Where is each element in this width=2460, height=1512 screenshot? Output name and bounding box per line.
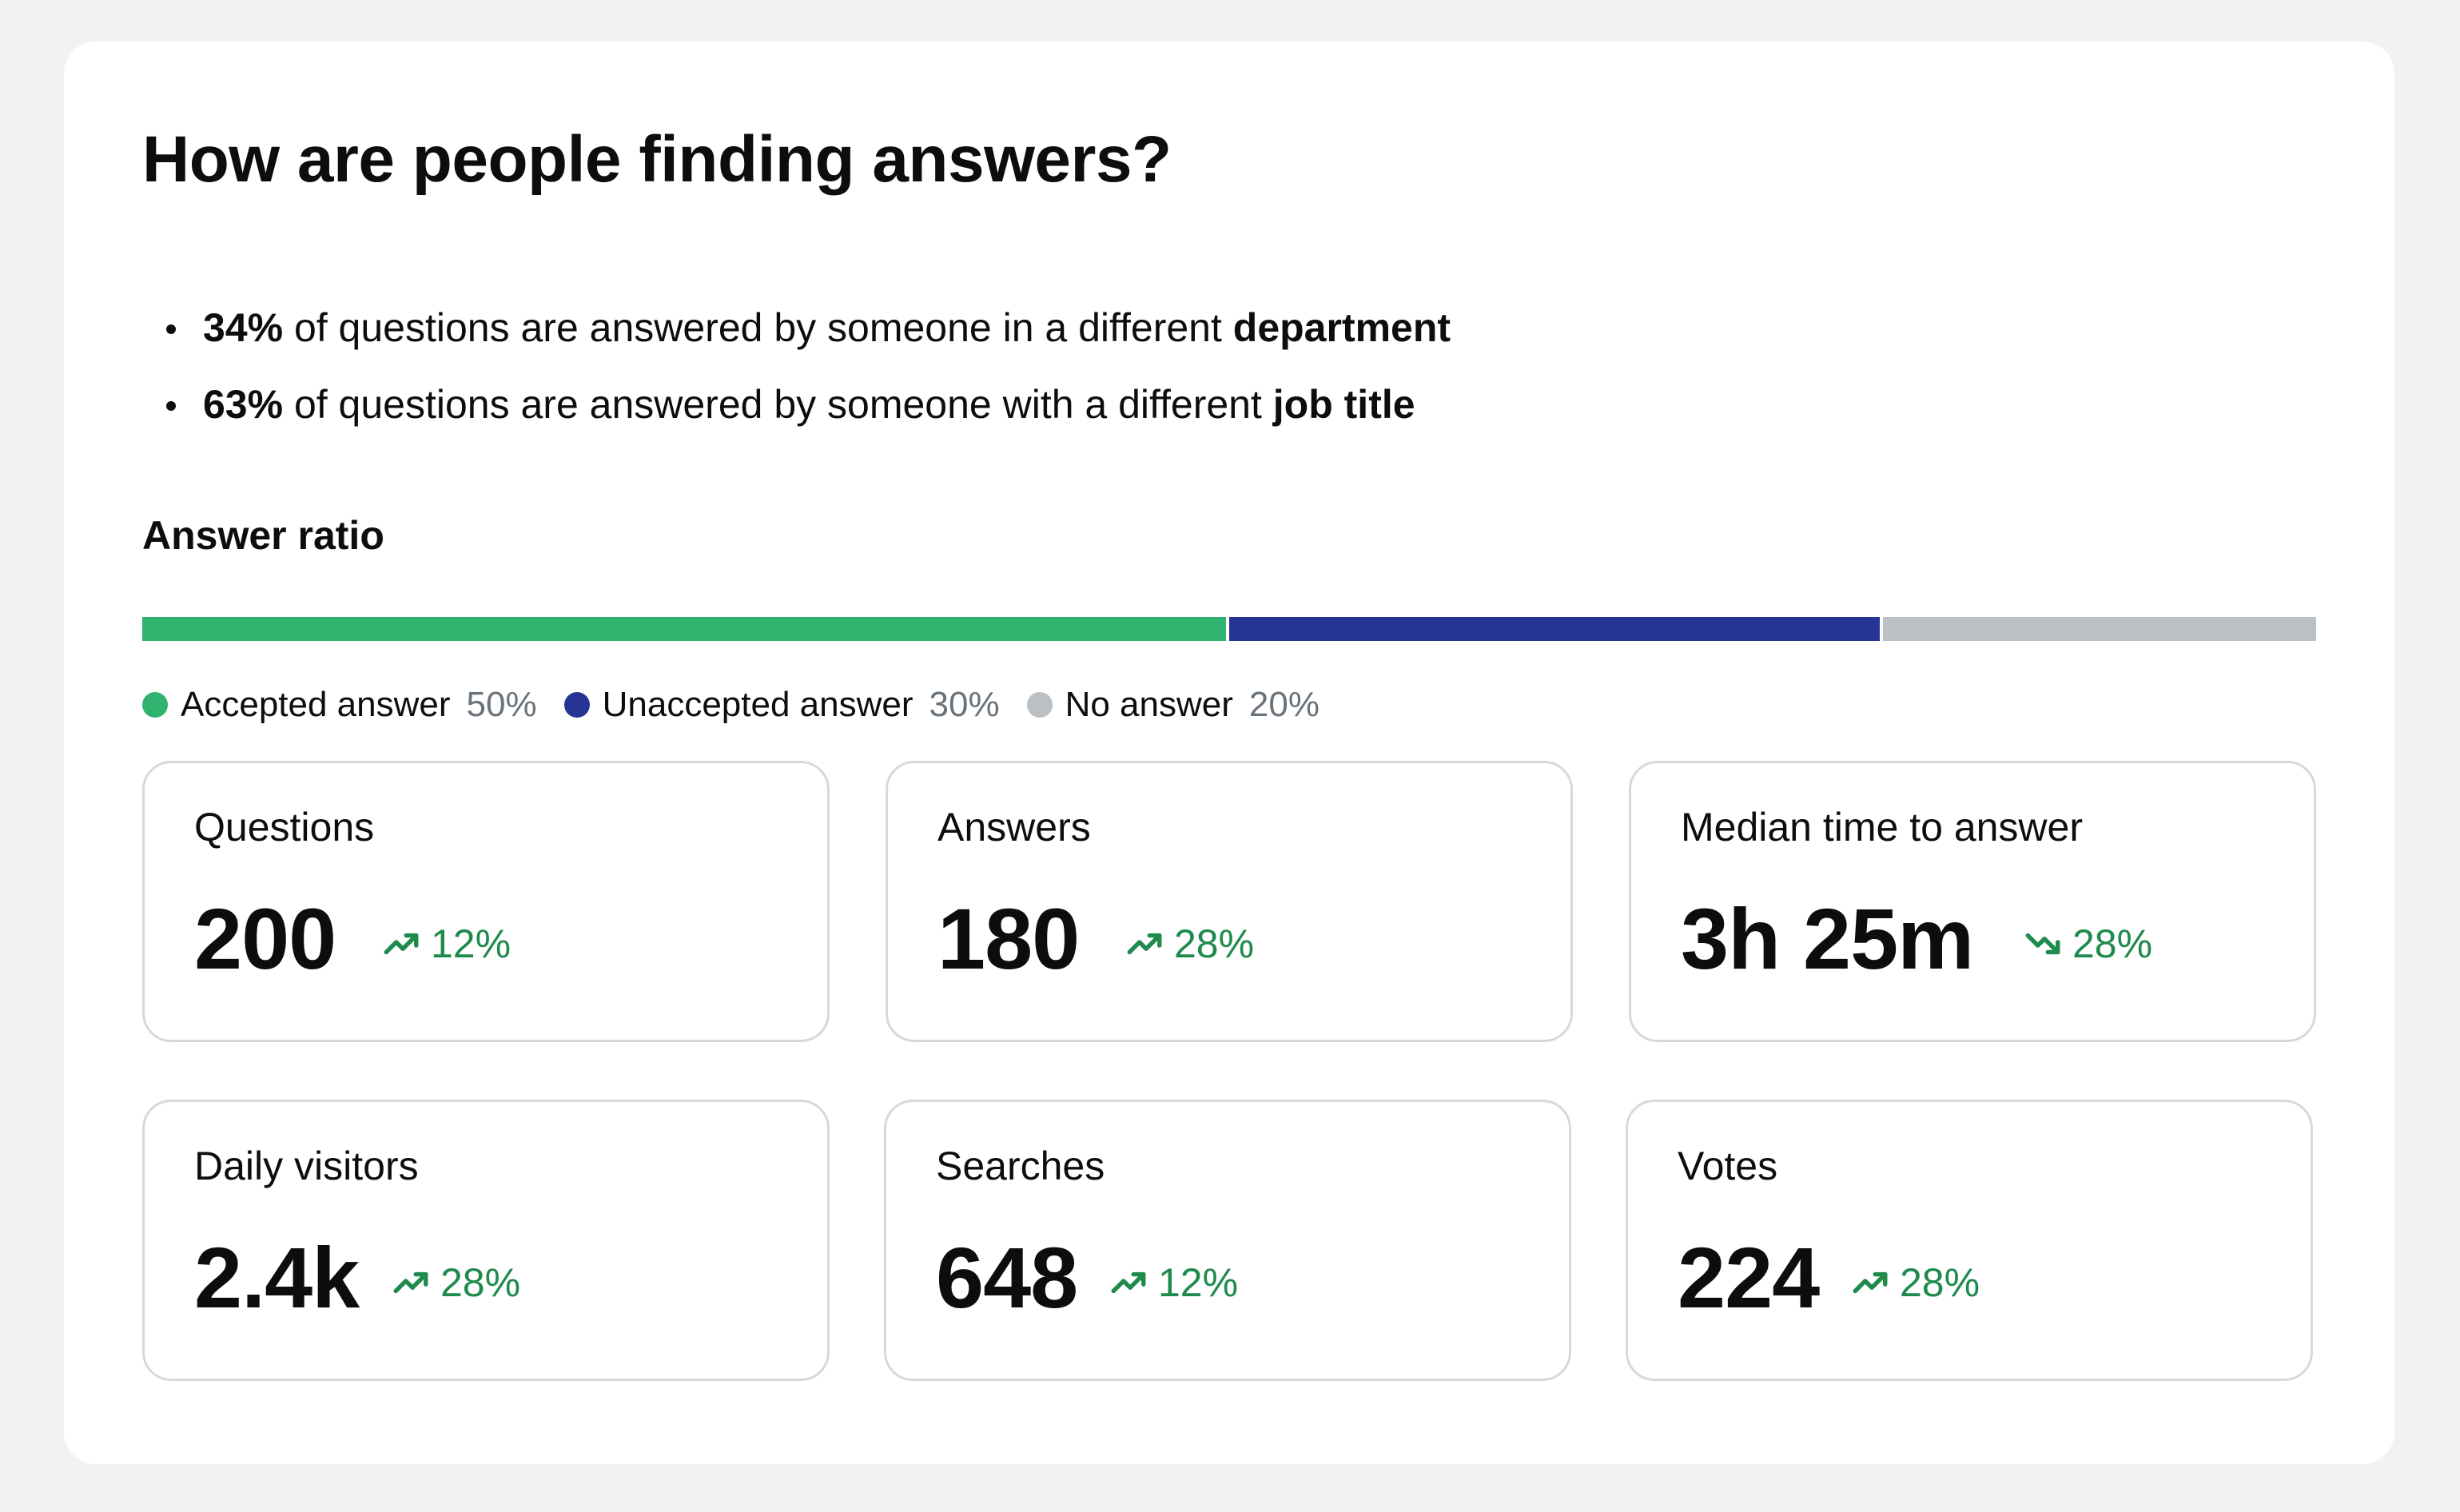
stat-trend: 28%	[2023, 920, 2152, 968]
answer-ratio-bar	[142, 617, 2316, 641]
stat-value: 224	[1678, 1229, 1820, 1326]
stat-value: 2.4k	[194, 1229, 360, 1326]
legend-label: Unaccepted answer	[602, 685, 914, 724]
insight-item: 34% of questions are answered by someone…	[142, 289, 1451, 366]
stat-trend: 28%	[1850, 1259, 1980, 1307]
stat-label: Median time to answer	[1681, 805, 2084, 850]
stat-label: Questions	[194, 805, 375, 850]
stat-trend-value: 28%	[1174, 921, 1255, 966]
stat-trend-value: 28%	[440, 1260, 521, 1305]
insight-emphasis: job title	[1272, 382, 1415, 427]
ratio-segment-unaccepted	[1229, 617, 1880, 641]
stat-label: Votes	[1678, 1144, 1778, 1188]
legend-percent: 50%	[466, 685, 537, 724]
card-title: How are people finding answers?	[142, 123, 1172, 196]
ratio-segment-no-answer	[1882, 617, 2316, 641]
stat-value: 648	[936, 1229, 1078, 1326]
legend-dot	[142, 692, 168, 718]
insight-list: 34% of questions are answered by someone…	[142, 289, 1451, 443]
stat-label: Searches	[936, 1144, 1105, 1188]
stat-label: Answers	[937, 805, 1091, 850]
insight-text: of questions are answered by someone wit…	[283, 382, 1273, 427]
trending-up-icon	[1111, 1271, 1146, 1294]
stat-trend: 12%	[381, 920, 511, 968]
stat-value: 180	[937, 890, 1080, 987]
insight-percent: 34%	[203, 305, 284, 350]
legend-percent: 30%	[929, 685, 1000, 724]
stat-card-questions: Questions 200 12%	[142, 761, 830, 1042]
trending-up-icon	[393, 1271, 428, 1294]
insights-card: How are people finding answers? 34% of q…	[64, 42, 2394, 1464]
answer-ratio-legend: Accepted answer 50% Unaccepted answer 30…	[142, 681, 1347, 729]
legend-label: Accepted answer	[181, 685, 451, 724]
legend-percent: 20%	[1248, 685, 1320, 724]
stat-card-searches: Searches 648 12%	[884, 1100, 1571, 1381]
insight-emphasis: department	[1232, 305, 1451, 350]
stat-trend-value: 28%	[1900, 1260, 1980, 1305]
stat-card-answers: Answers 180 28%	[886, 761, 1573, 1042]
answer-ratio-label: Answer ratio	[142, 513, 384, 558]
stat-value: 200	[194, 890, 336, 987]
legend-dot	[563, 692, 590, 718]
trending-up-icon	[384, 933, 419, 955]
legend-item-unaccepted: Unaccepted answer 30%	[563, 681, 1000, 729]
insight-text: of questions are answered by someone in …	[283, 305, 1233, 350]
trending-up-icon	[1853, 1271, 1888, 1294]
ratio-segment-accepted	[142, 617, 1226, 641]
legend-label: No answer	[1065, 685, 1233, 724]
stat-trend-value: 12%	[431, 921, 512, 966]
stat-value: 3h 25m	[1681, 890, 1974, 987]
bullet-dot	[166, 401, 176, 411]
stat-card-votes: Votes 224 28%	[1626, 1100, 2313, 1381]
stat-card-daily-visitors: Daily visitors 2.4k 28%	[142, 1100, 830, 1381]
insight-percent: 63%	[203, 382, 284, 427]
stat-trend-value: 12%	[1158, 1260, 1239, 1305]
stat-label: Daily visitors	[194, 1144, 419, 1188]
legend-dot	[1026, 692, 1053, 718]
trending-up-icon	[1127, 933, 1162, 955]
insight-item: 63% of questions are answered by someone…	[142, 366, 1451, 443]
legend-item-accepted: Accepted answer 50%	[142, 681, 537, 729]
bullet-dot	[166, 324, 176, 334]
stat-trend-value: 28%	[2072, 921, 2153, 966]
stat-trend: 12%	[1109, 1259, 1238, 1307]
trending-down-icon	[2025, 933, 2060, 955]
legend-item-no-answer: No answer 20%	[1026, 681, 1320, 729]
stat-trend: 28%	[1125, 920, 1254, 968]
stat-card-median-time: Median time to answer 3h 25m 28%	[1629, 761, 2316, 1042]
stat-trend: 28%	[391, 1259, 520, 1307]
